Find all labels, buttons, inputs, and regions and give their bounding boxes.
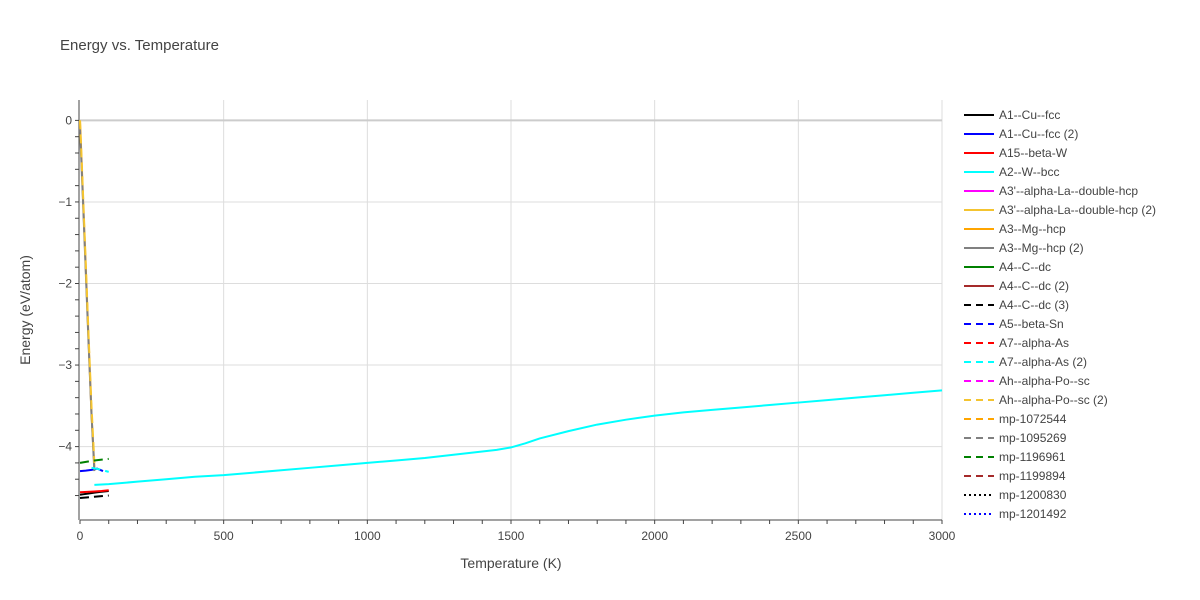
- x-tick-label: 500: [214, 529, 234, 543]
- legend-item-label: mp-1196961: [999, 450, 1066, 464]
- legend-item-label: A4--C--dc (3): [999, 298, 1069, 312]
- legend-item-label: mp-1199894: [999, 469, 1066, 483]
- legend-item-label: mp-1072544: [999, 412, 1067, 426]
- legend-item-label: A7--alpha-As: [999, 336, 1069, 350]
- legend-item-label: A3'--alpha-La--double-hcp (2): [999, 203, 1156, 217]
- y-tick-label: −1: [58, 195, 72, 209]
- series-line: [94, 389, 943, 486]
- legend-item-label: mp-1201492: [999, 507, 1067, 521]
- y-tick-label: −2: [58, 276, 72, 290]
- chart-title: Energy vs. Temperature: [60, 37, 219, 54]
- y-axis-title: Energy (eV/atom): [17, 255, 33, 365]
- legend-item-label: A3--Mg--hcp: [999, 222, 1066, 236]
- x-tick-label: 2000: [641, 529, 668, 543]
- legend-item-label: A4--C--dc (2): [999, 279, 1069, 293]
- legend-item-label: mp-1200830: [999, 488, 1067, 502]
- series-line: [79, 120, 96, 463]
- legend-item-label: Ah--alpha-Po--sc: [999, 374, 1090, 388]
- legend-item-label: A4--C--dc: [999, 260, 1051, 274]
- x-axis-title: Temperature (K): [460, 555, 561, 571]
- legend-item-label: A1--Cu--fcc: [999, 108, 1060, 122]
- legend-item-label: Ah--alpha-Po--sc (2): [999, 393, 1108, 407]
- legend-item-label: A7--alpha-As (2): [999, 355, 1087, 369]
- legend-item-label: mp-1095269: [999, 431, 1067, 445]
- y-tick-label: 0: [65, 113, 72, 127]
- legend-item-label: A3'--alpha-La--double-hcp: [999, 184, 1138, 198]
- series-line: [79, 489, 109, 494]
- axes: 0 500 1000 1500 2000 2500 3000 0 −1 −2 −3 −4: [58, 100, 956, 543]
- x-tick-label: 1500: [498, 529, 525, 543]
- plot-series: [79, 120, 943, 499]
- x-tick-label: 2500: [785, 529, 812, 543]
- legend-item-label: A2--W--bcc: [999, 165, 1059, 179]
- series-line: [79, 457, 109, 464]
- legend-item-label: A5--beta-Sn: [999, 317, 1064, 331]
- x-tick-label: 1000: [354, 529, 381, 543]
- legend: A1--Cu--fcc A1--Cu--fcc (2) A15--beta-W A2-…: [964, 108, 1156, 521]
- legend-item-label: A15--beta-W: [999, 146, 1068, 160]
- series-line: [79, 494, 109, 499]
- y-tick-label: −4: [58, 440, 72, 454]
- y-tick-label: −3: [58, 358, 72, 372]
- series-line: [91, 466, 110, 473]
- legend-item-label: A1--Cu--fcc (2): [999, 127, 1078, 141]
- x-tick-label: 3000: [929, 529, 956, 543]
- legend-item-label: A3--Mg--hcp (2): [999, 241, 1084, 255]
- x-tick-label: 0: [77, 529, 84, 543]
